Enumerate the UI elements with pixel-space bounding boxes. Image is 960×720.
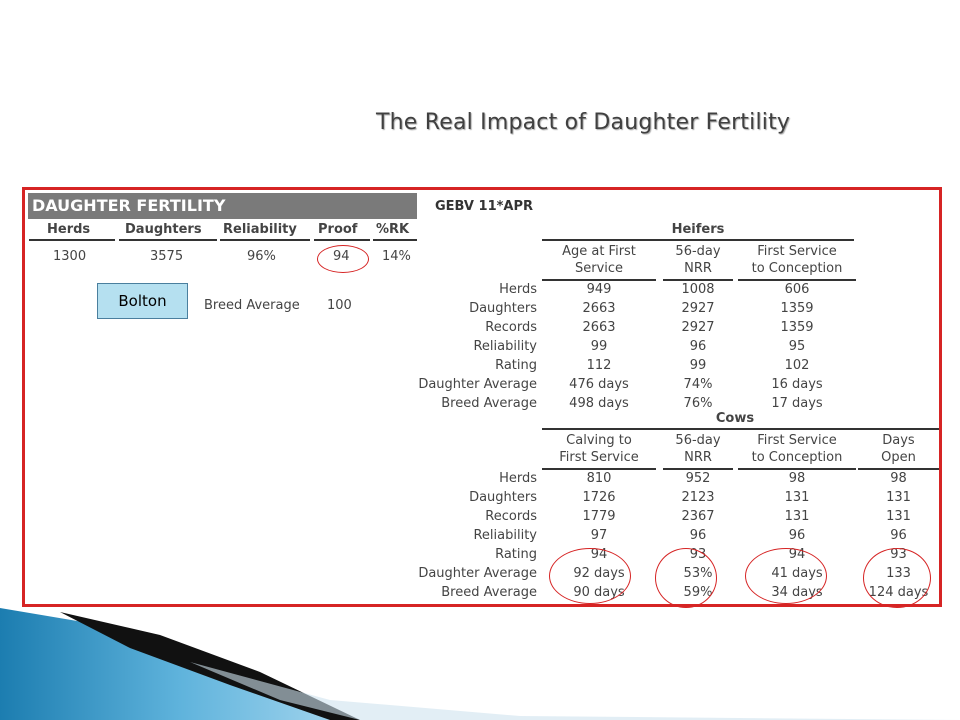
- swoosh-black: [60, 612, 360, 720]
- gebv-label: GEBV 11*APR: [435, 199, 534, 214]
- underline: [542, 428, 939, 430]
- table-cell: 2663: [582, 301, 616, 316]
- column-header: Days Open: [881, 433, 916, 465]
- row-label: Rating: [495, 547, 537, 562]
- row-label: Daughters: [469, 490, 537, 505]
- table-cell: 2927: [681, 301, 715, 316]
- row-label: Reliability: [473, 339, 537, 354]
- col-header-daughters: Daughters: [125, 222, 202, 237]
- table-cell: 96: [689, 339, 707, 354]
- table-cell: 498 days: [569, 396, 629, 411]
- table-cell: 131: [784, 509, 810, 524]
- value-reliability: 96%: [247, 249, 276, 264]
- row-label: Daughters: [469, 301, 537, 316]
- table-cell: 1726: [582, 490, 616, 505]
- row-label: Records: [485, 509, 537, 524]
- row-label: Herds: [499, 471, 537, 486]
- breed-average-label: Breed Average: [204, 298, 300, 313]
- col-header-rk: %RK: [376, 222, 410, 237]
- table-cell: 99: [590, 339, 608, 354]
- table-cell: 131: [886, 490, 911, 505]
- bolton-callout: Bolton: [97, 283, 188, 319]
- table-cell: 131: [784, 490, 810, 505]
- highlight-circle-conception: [745, 548, 827, 604]
- table-cell: 95: [788, 339, 806, 354]
- heifers-title: Heifers: [671, 222, 725, 237]
- underline: [542, 279, 656, 281]
- table-cell: 99: [689, 358, 707, 373]
- table-cell: 112: [586, 358, 612, 373]
- row-label: Records: [485, 320, 537, 335]
- table-cell: 98: [890, 471, 907, 486]
- column-header: 56-day NRR: [675, 433, 721, 465]
- highlight-circle-days-open: [863, 548, 931, 608]
- breed-average-value: 100: [327, 298, 352, 313]
- table-cell: 606: [784, 282, 810, 297]
- table-cell: 1359: [780, 301, 814, 316]
- column-header: 56-day NRR: [675, 244, 721, 276]
- table-cell: 74%: [683, 377, 713, 392]
- column-header: First Service to Conception: [751, 244, 843, 276]
- row-label: Rating: [495, 358, 537, 373]
- slide-title: The Real Impact of Daughter Fertility: [376, 110, 791, 135]
- table-cell: 102: [784, 358, 810, 373]
- table-cell: 96: [788, 528, 806, 543]
- table-cell: 2927: [681, 320, 715, 335]
- table-cell: 96: [890, 528, 907, 543]
- column-header: Calving to First Service: [559, 433, 639, 465]
- table-cell: 810: [586, 471, 612, 486]
- table-cell: 96: [689, 528, 707, 543]
- table-cell: 1008: [681, 282, 715, 297]
- col-header-reliability: Reliability: [223, 222, 297, 237]
- underline: [663, 468, 733, 470]
- value-rk: 14%: [382, 249, 411, 264]
- row-label: Reliability: [473, 528, 537, 543]
- fertility-panel: DAUGHTER FERTILITY Herds Daughters Relia…: [22, 187, 942, 608]
- value-daughters: 3575: [150, 249, 184, 264]
- underline: [738, 468, 856, 470]
- col-header-herds: Herds: [47, 222, 91, 237]
- table-cell: 476 days: [569, 377, 629, 392]
- underline: [373, 239, 417, 241]
- underline: [542, 239, 854, 241]
- col-header-proof: Proof: [318, 222, 358, 237]
- highlight-circle-nrr: [655, 548, 717, 608]
- table-cell: 98: [788, 471, 806, 486]
- column-header: Age at First Service: [562, 244, 636, 276]
- row-label: Breed Average: [441, 585, 537, 600]
- underline: [220, 239, 310, 241]
- table-cell: 1359: [780, 320, 814, 335]
- table-cell: 97: [590, 528, 608, 543]
- table-cell: 949: [586, 282, 612, 297]
- underline: [29, 239, 115, 241]
- row-label: Breed Average: [441, 396, 537, 411]
- table-cell: 2663: [582, 320, 616, 335]
- row-label: Daughter Average: [418, 377, 537, 392]
- table-cell: 952: [685, 471, 711, 486]
- underline: [542, 468, 656, 470]
- underline: [119, 239, 217, 241]
- table-cell: 2367: [681, 509, 715, 524]
- table-cell: 1779: [582, 509, 616, 524]
- table-cell: 2123: [681, 490, 715, 505]
- swoosh-blue: [0, 608, 360, 720]
- underline: [663, 279, 733, 281]
- daughter-fertility-header: DAUGHTER FERTILITY: [28, 193, 417, 219]
- row-label: Daughter Average: [418, 566, 537, 581]
- column-header: First Service to Conception: [751, 433, 843, 465]
- value-herds: 1300: [53, 249, 87, 264]
- table-cell: 16 days: [771, 377, 823, 392]
- row-label: Herds: [499, 282, 537, 297]
- underline: [314, 239, 370, 241]
- underline: [738, 279, 856, 281]
- table-cell: 131: [886, 509, 911, 524]
- swoosh-light: [190, 662, 960, 720]
- table-cell: 17 days: [771, 396, 823, 411]
- cows-title: Cows: [715, 411, 755, 426]
- highlight-circle-calving: [549, 548, 631, 604]
- table-cell: 76%: [683, 396, 713, 411]
- underline: [858, 468, 939, 470]
- highlight-circle-proof: [317, 245, 369, 273]
